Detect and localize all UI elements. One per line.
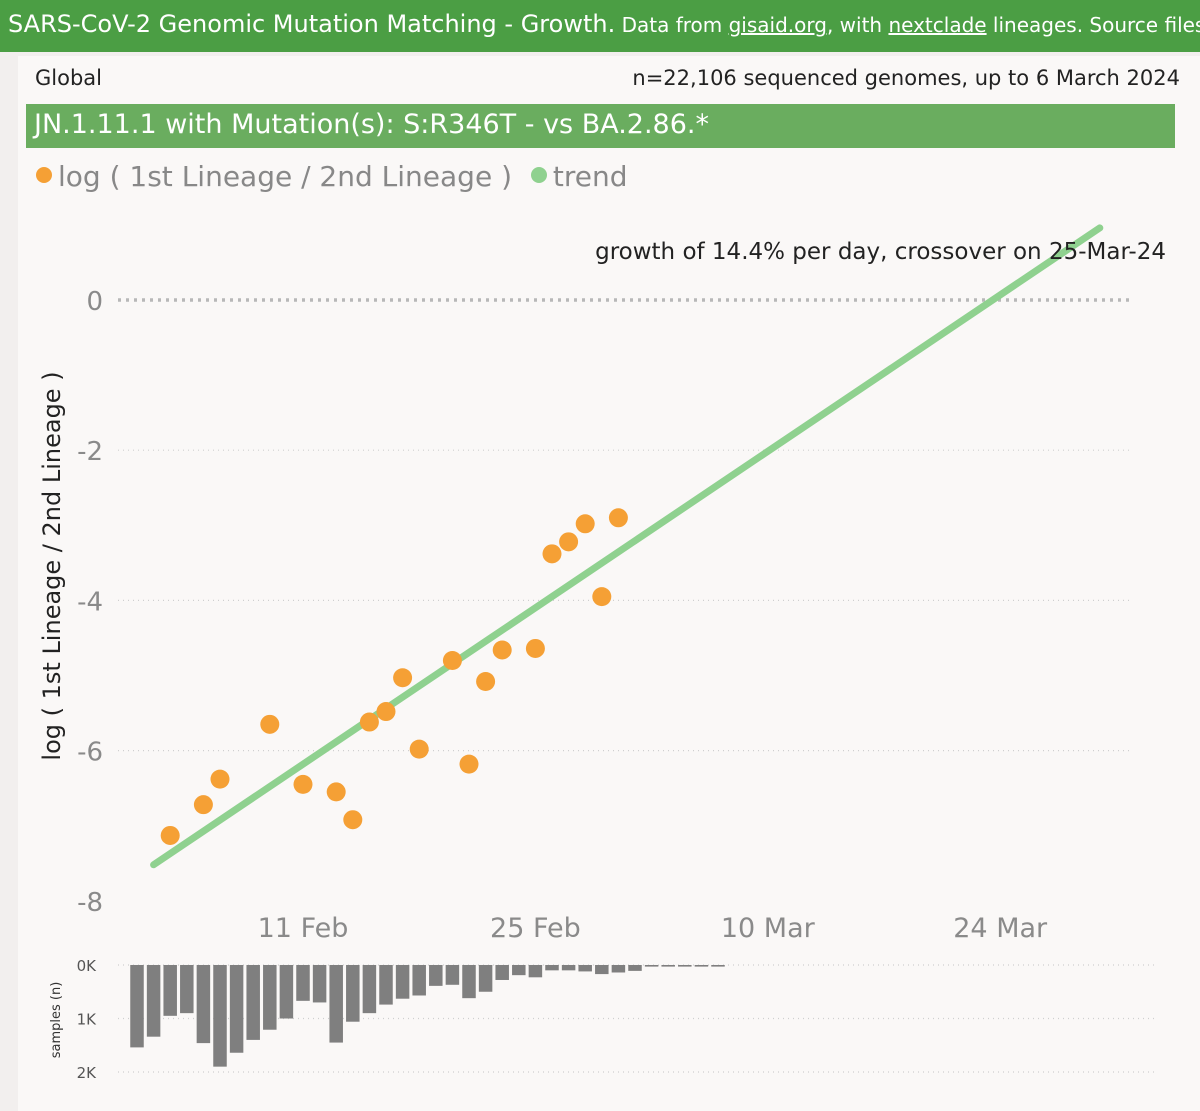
sample-bar [395,965,410,999]
chart-subtitle: JN.1.11.1 with Mutation(s): S:R346T - vs… [26,104,1175,148]
legend-item-trend[interactable]: trend [530,160,628,193]
data-point [343,810,363,830]
bar-y-tick-label: 1K [77,1011,98,1029]
sample-bar [545,965,559,971]
bar-y-axis-label: samples (n) [49,982,64,1059]
sample-bar [445,965,460,985]
sample-bar [263,965,277,1030]
sample-bar [628,965,642,971]
data-point [575,514,595,534]
x-tick-label: 10 Mar [721,913,816,944]
y-tick-label: -8 [77,888,103,918]
sample-bar [146,965,161,1037]
sample-bar [130,965,144,1048]
bar-y-tick-label: 2K [77,1064,98,1082]
nextclade-link[interactable]: nextclade [888,13,987,37]
sample-bar [595,965,609,975]
banner-prefix: Data from [615,13,729,37]
x-tick-label: 25 Feb [490,913,581,944]
sample-bar [478,965,493,992]
trend-line [150,224,1104,869]
sample-bar [312,965,327,1003]
legend: log ( 1st Lineage / 2nd Lineage ) trend [36,160,638,193]
sample-bar [429,965,443,986]
data-point [608,508,628,528]
x-tick-label: 24 Mar [953,913,1048,944]
sample-bar [512,965,526,976]
data-point [592,587,612,607]
gisaid-link[interactable]: gisaid.org [728,13,827,37]
chart-panel [18,56,1200,1111]
bar-y-tick-label: 0K [77,957,98,975]
data-point [260,714,280,734]
data-point [326,782,346,802]
sample-bar [711,965,725,967]
y-axis-label: log ( 1st Lineage / 2nd Lineage ) [38,371,66,760]
data-point [409,739,429,759]
banner-suffix: lineages. Source files & in [992,13,1200,37]
data-point [459,754,479,774]
sample-bar [578,965,592,972]
sample-bar [528,965,543,978]
sample-bar [561,965,576,971]
data-point [525,638,545,658]
sample-bar [213,965,227,1067]
sample-bar [246,965,260,1040]
y-tick-label: -2 [77,437,103,467]
legend-dot-green [530,167,547,183]
x-tick-label: 11 Feb [258,913,349,944]
sample-bar [196,965,211,1044]
sample-bar [678,965,692,967]
summary-text: n=22,106 sequenced genomes, up to 6 Marc… [632,66,1180,90]
data-point [210,769,230,789]
region-label: Global [35,66,102,90]
sample-bar [329,965,343,1043]
sample-bar [694,965,709,967]
y-tick-label: -6 [77,738,103,768]
banner-mid: , with [826,13,889,37]
legend-dot-orange [36,167,52,183]
legend-item-log-ratio[interactable]: log ( 1st Lineage / 2nd Lineage ) [36,160,512,193]
data-point [193,795,213,815]
data-point [359,712,379,732]
banner-text: SARS-CoV-2 Genomic Mutation Matching - G… [8,10,1200,38]
data-point [492,640,512,660]
sample-bar [229,965,244,1053]
data-point [293,774,313,794]
data-point [393,668,413,688]
sample-bar [180,965,194,1014]
data-point [542,544,562,564]
y-tick-label: -4 [77,587,103,617]
sample-bar [495,965,509,980]
sample-bar [611,965,626,973]
sample-bar [163,965,177,1016]
sample-bar [462,965,476,999]
data-point [442,650,462,670]
sample-bar [279,965,294,1019]
y-tick-label: 0 [86,287,103,317]
banner-title: SARS-CoV-2 Genomic Mutation Matching - G… [8,10,616,38]
data-point [160,825,180,845]
sample-bar [346,965,360,1022]
legend-label-log-ratio: log ( 1st Lineage / 2nd Lineage ) [58,160,513,193]
sample-bar [296,965,310,1001]
sample-bar [379,965,393,1005]
sample-bar [412,965,426,996]
legend-label-trend: trend [552,160,628,193]
data-point [376,702,396,722]
data-point [559,532,579,552]
banner: SARS-CoV-2 Genomic Mutation Matching - G… [0,0,1200,52]
sample-bar [661,965,675,967]
sample-bar [362,965,377,1014]
sample-bar [644,965,659,967]
annotation-text: growth of 14.4% per day, crossover on 25… [595,239,1166,265]
data-point [476,672,496,692]
